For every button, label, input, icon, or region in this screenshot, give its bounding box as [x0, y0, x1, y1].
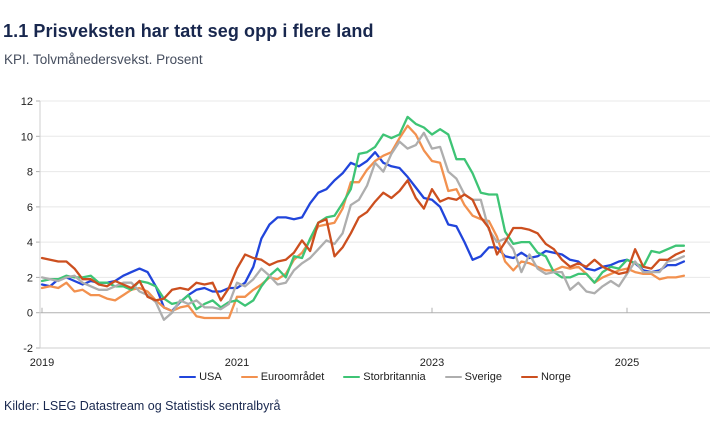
y-tick-label: 6 — [27, 202, 33, 214]
legend-item-sverige[interactable]: Sverige — [444, 371, 502, 383]
chart-title: 1.1 Prisveksten har tatt seg opp i flere… — [3, 21, 374, 41]
legend-label: Euroområdet — [260, 371, 325, 383]
legend-swatch-euroområdet — [240, 375, 258, 379]
x-tick-label: 2021 — [225, 357, 249, 369]
series-line-storbritannia — [40, 115, 686, 311]
legend-item-storbritannia[interactable]: Storbritannia — [343, 371, 426, 383]
legend-label: Sverige — [464, 371, 502, 383]
chart-sources: Kilder: LSEG Datastream og Statistisk se… — [4, 399, 281, 413]
chart-legend: USA Euroområdet Storbritannia Sverige Norge — [40, 368, 710, 386]
series-line-norge — [40, 179, 686, 302]
series-line-sverige — [40, 131, 686, 321]
legend-label: Norge — [540, 371, 571, 383]
y-tick-label: 2 — [27, 272, 33, 284]
series-line-euroområdet — [40, 124, 686, 320]
legend-swatch-storbritannia — [343, 375, 361, 379]
y-tick-label: 10 — [21, 131, 33, 143]
chart-subtitle: KPI. Tolvmånedersvekst. Prosent — [4, 52, 203, 67]
y-tick-label: -2 — [23, 343, 33, 355]
x-tick-label: 2025 — [615, 357, 639, 369]
legend-item-euroområdet[interactable]: Euroområdet — [240, 371, 325, 383]
y-tick-label: 0 — [27, 308, 33, 320]
legend-swatch-norge — [520, 375, 538, 379]
y-tick-label: 8 — [27, 167, 33, 179]
x-tick-label: 2019 — [30, 357, 54, 369]
legend-item-norge[interactable]: Norge — [520, 371, 571, 383]
x-tick-label: 2023 — [420, 357, 444, 369]
series-line-usa — [40, 151, 686, 313]
legend-swatch-usa — [179, 375, 197, 379]
legend-item-usa[interactable]: USA — [179, 371, 222, 383]
y-tick-label: 12 — [21, 96, 33, 108]
y-tick-label: 4 — [27, 237, 33, 249]
legend-label: Storbritannia — [363, 371, 426, 383]
legend-swatch-sverige — [444, 375, 462, 379]
legend-label: USA — [199, 371, 222, 383]
